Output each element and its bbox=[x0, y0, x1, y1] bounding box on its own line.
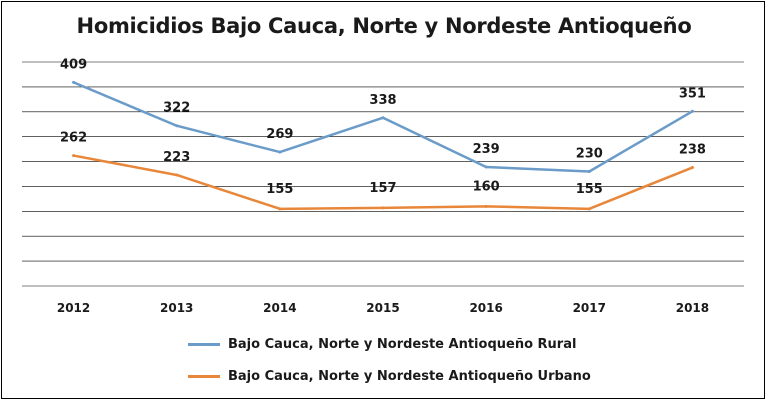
data-point bbox=[690, 109, 694, 113]
data-point bbox=[72, 154, 76, 158]
data-label: 223 bbox=[163, 150, 190, 165]
data-point bbox=[587, 170, 591, 174]
x-tick-label: 2018 bbox=[676, 301, 709, 315]
data-point bbox=[381, 206, 385, 210]
x-tick-label: 2014 bbox=[263, 301, 296, 315]
data-point bbox=[484, 204, 488, 208]
data-point bbox=[278, 150, 282, 154]
legend-item-rural: Bajo Cauca, Norte y Nordeste Antioqueño … bbox=[188, 337, 576, 352]
data-label: 322 bbox=[163, 101, 190, 116]
data-label: 157 bbox=[369, 181, 396, 196]
data-label: 160 bbox=[473, 179, 500, 194]
data-point bbox=[587, 207, 591, 211]
data-point bbox=[72, 80, 76, 84]
x-tick-label: 2015 bbox=[366, 301, 399, 315]
legend-label-rural: Bajo Cauca, Norte y Nordeste Antioqueño … bbox=[228, 337, 577, 352]
legend-swatch-rural bbox=[188, 343, 220, 346]
data-label: 409 bbox=[60, 57, 87, 72]
data-label: 262 bbox=[60, 131, 87, 146]
data-label: 155 bbox=[266, 182, 293, 197]
chart-title: Homicidios Bajo Cauca, Norte y Nordeste … bbox=[76, 14, 692, 38]
data-label: 269 bbox=[266, 127, 293, 142]
x-tick-label: 2013 bbox=[160, 301, 193, 315]
x-tick-label: 2016 bbox=[469, 301, 502, 315]
data-label: 155 bbox=[576, 182, 603, 197]
data-label: 230 bbox=[576, 147, 603, 162]
x-tick-label: 2012 bbox=[57, 301, 90, 315]
x-tick-label: 2017 bbox=[573, 301, 606, 315]
data-point bbox=[175, 124, 179, 128]
legend-item-urbano: Bajo Cauca, Norte y Nordeste Antioqueño … bbox=[188, 369, 591, 384]
data-label: 338 bbox=[369, 93, 396, 108]
data-point bbox=[381, 116, 385, 120]
data-point bbox=[175, 173, 179, 177]
data-point bbox=[278, 207, 282, 211]
legend-label-urbano: Bajo Cauca, Norte y Nordeste Antioqueño … bbox=[228, 369, 591, 384]
data-label: 239 bbox=[473, 142, 500, 157]
data-point bbox=[484, 165, 488, 169]
data-label: 238 bbox=[679, 143, 706, 158]
data-label: 351 bbox=[679, 86, 706, 101]
legend-swatch-urbano bbox=[188, 375, 220, 378]
data-point bbox=[690, 166, 694, 170]
